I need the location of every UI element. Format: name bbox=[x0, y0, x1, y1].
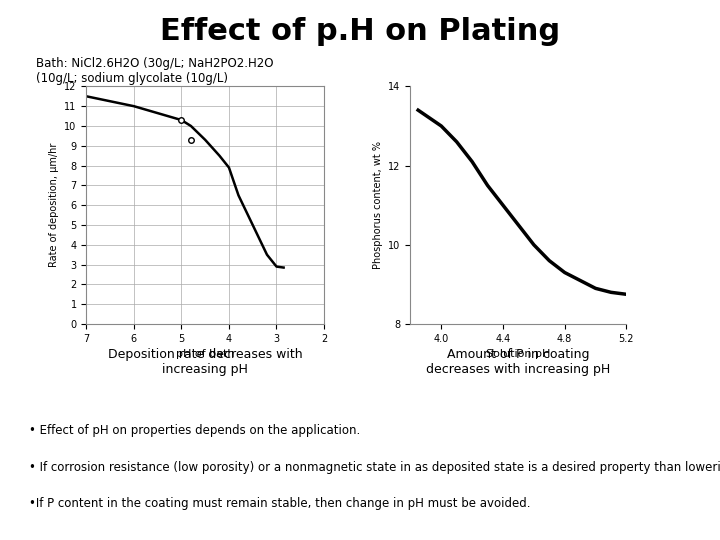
Y-axis label: Rate of deposition, μm/hr: Rate of deposition, μm/hr bbox=[49, 143, 59, 267]
Text: •If P content in the coating must remain stable, then change in pH must be avoid: •If P content in the coating must remain… bbox=[29, 497, 531, 510]
X-axis label: pH of bath: pH of bath bbox=[176, 349, 235, 359]
Y-axis label: Phosphorus content, wt %: Phosphorus content, wt % bbox=[373, 141, 383, 269]
Text: Amount of P in coating
decreases with increasing pH: Amount of P in coating decreases with in… bbox=[426, 348, 611, 376]
Text: • Effect of pH on properties depends on the application.: • Effect of pH on properties depends on … bbox=[29, 424, 360, 437]
Text: Deposition rate decreases with
increasing pH: Deposition rate decreases with increasin… bbox=[108, 348, 302, 376]
Text: • If corrosion resistance (low porosity) or a nonmagnetic state in as deposited : • If corrosion resistance (low porosity)… bbox=[29, 461, 720, 474]
Text: Effect of p.H on Plating: Effect of p.H on Plating bbox=[160, 17, 560, 46]
X-axis label: Solution pH: Solution pH bbox=[486, 349, 551, 359]
Text: Bath: NiCl2.6H2O (30g/L; NaH2PO2.H2O
(10g/L; sodium glycolate (10g/L): Bath: NiCl2.6H2O (30g/L; NaH2PO2.H2O (10… bbox=[36, 57, 274, 85]
